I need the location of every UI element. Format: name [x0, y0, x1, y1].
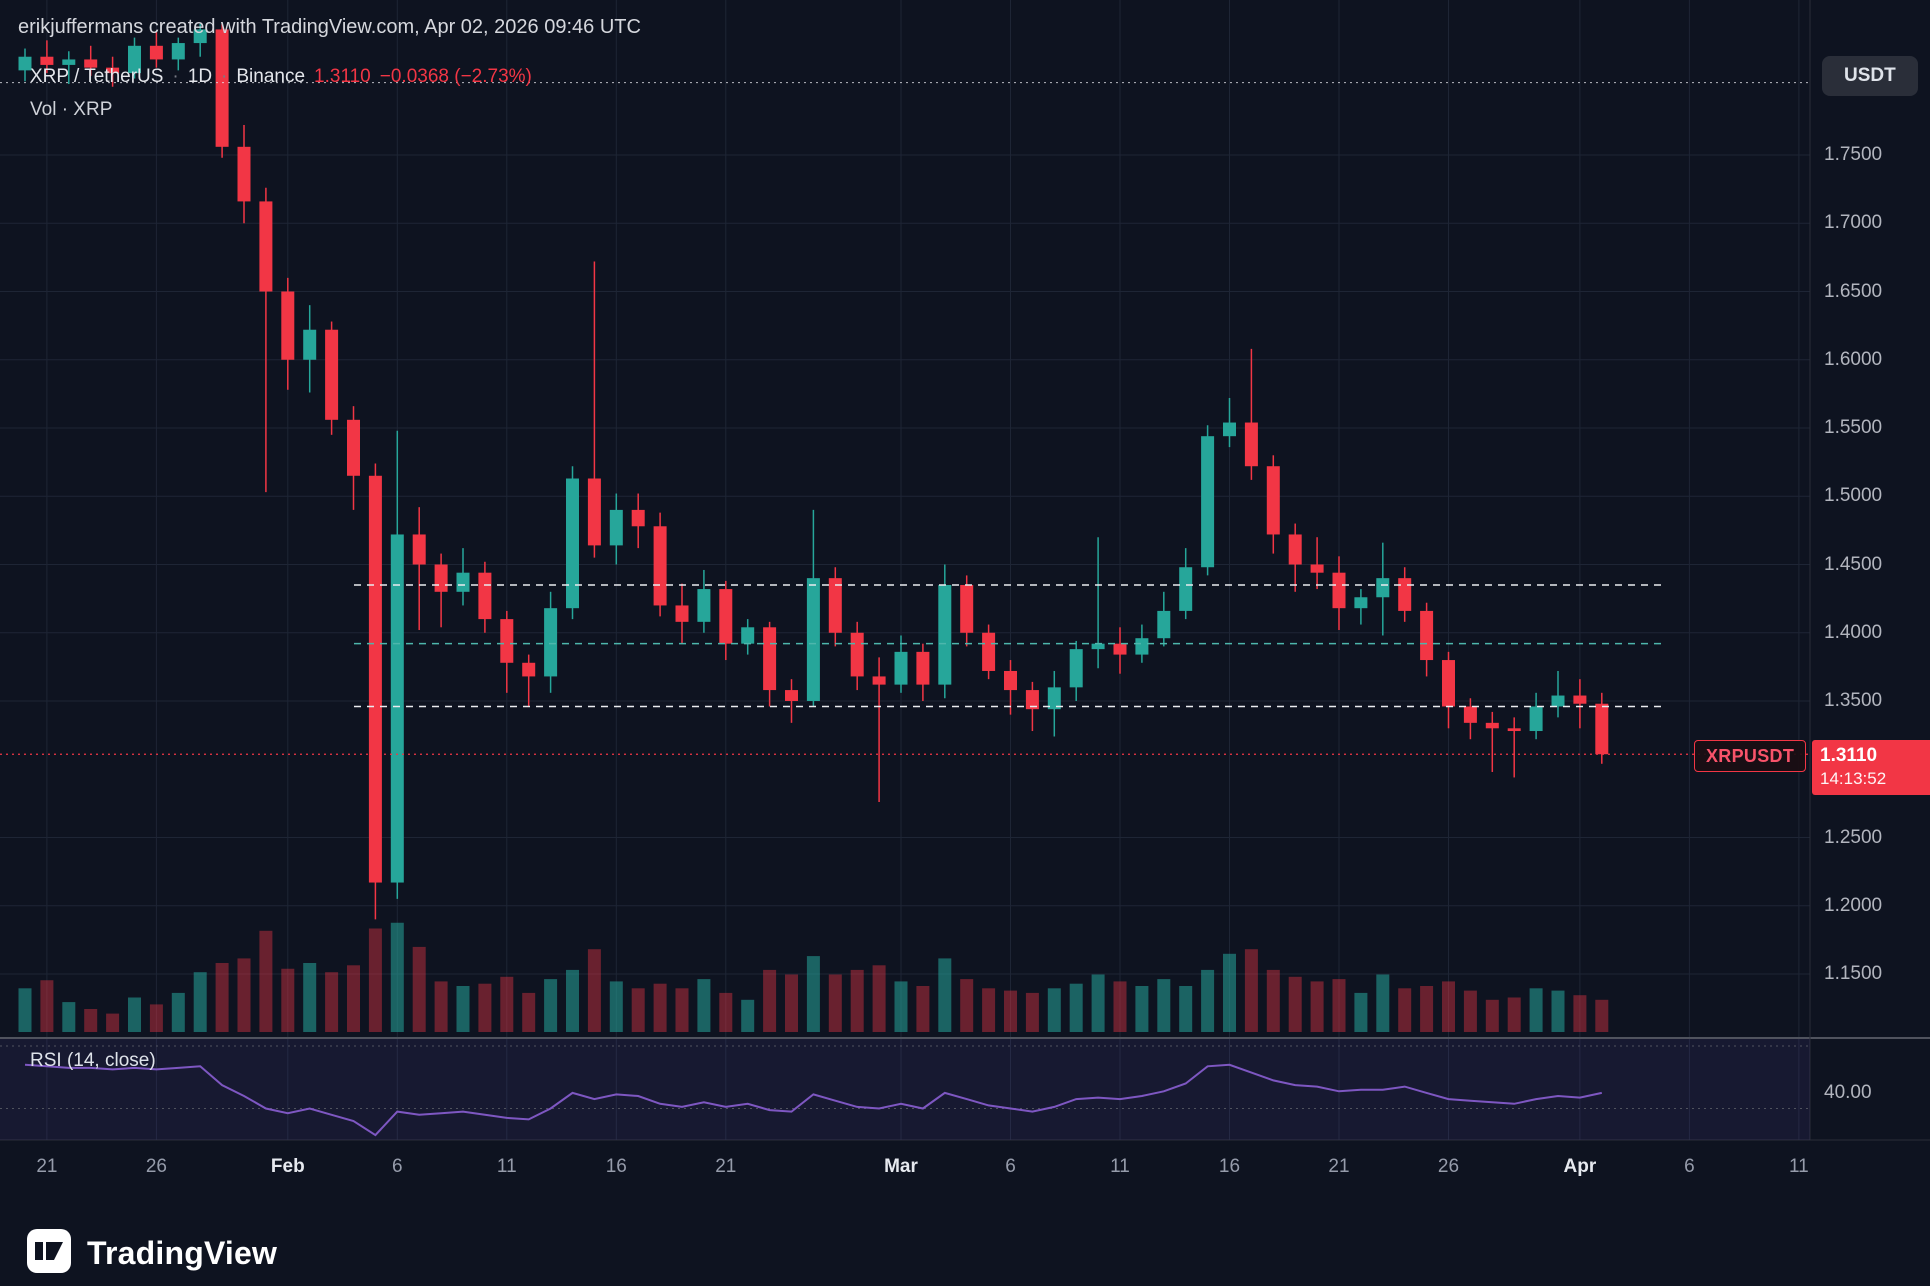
- rsi-line: [24, 1063, 1603, 1137]
- last-price-value: 1.3110: [1820, 745, 1878, 766]
- time-axis-label: 11: [1110, 1156, 1130, 1177]
- time-axis-label: Mar: [884, 1156, 918, 1177]
- price-axis-label: 1.2000: [1824, 894, 1883, 916]
- time-axis-label: 26: [1437, 1156, 1460, 1177]
- creator-watermark: erikjuffermans created with TradingView.…: [18, 16, 641, 38]
- time-axis-label: Apr: [1563, 1156, 1597, 1177]
- price-axis-label: 1.2500: [1824, 826, 1883, 848]
- time-axis-label: 6: [1005, 1156, 1016, 1177]
- legend-interval[interactable]: 1D: [187, 66, 213, 87]
- volume-bars: [18, 922, 1609, 1032]
- legend-symbol[interactable]: XRP / TetherUS: [30, 66, 164, 87]
- legend-change: −0.0368 (−2.73%): [379, 66, 532, 87]
- candles: [18, 23, 1609, 920]
- price-axis-label: 1.1500: [1824, 963, 1883, 984]
- legend-separator: ·: [221, 66, 228, 87]
- price-axis-label: 1.4000: [1824, 621, 1883, 643]
- tradingview-wordmark[interactable]: TradingView: [87, 1235, 278, 1271]
- price-axis-label: 1.5500: [1824, 417, 1883, 438]
- bar-countdown: 14:13:52: [1820, 769, 1887, 788]
- grid-lines: [0, 0, 1810, 1140]
- volume-indicator-legend[interactable]: Vol · XRP: [30, 99, 113, 120]
- price-axis-label: 1.7000: [1824, 212, 1883, 234]
- rsi-pane[interactable]: [0, 1039, 1810, 1140]
- symbol-price-tag: XRPUSDT: [1694, 740, 1807, 772]
- price-axis-label: 1.4500: [1824, 553, 1883, 575]
- time-axis-label: 16: [1218, 1156, 1241, 1177]
- time-axis-label: 6: [1684, 1156, 1695, 1177]
- tradingview-footer-logo[interactable]: TradingView: [26, 1228, 277, 1279]
- legend-last-price: 1.3110: [314, 66, 371, 87]
- last-price-badge: 1.3110 14:13:52: [1812, 740, 1930, 795]
- rsi-value-label: 40.00: [1824, 1082, 1872, 1103]
- price-axis-label: 1.6500: [1824, 280, 1883, 302]
- legend-separator: ·: [172, 66, 179, 87]
- price-axis[interactable]: 1.7500 1.7000 1.6500 1.6000 1.5500 1.5000 1.45…: [1810, 0, 1930, 1140]
- price-axis-label: 1.5000: [1824, 485, 1883, 507]
- time-axis[interactable]: 21 26 Feb 6 11 16 21 Mar 6 11 16 21 26 Apr 6 11: [0, 1156, 1930, 1186]
- time-axis-label: 11: [1789, 1156, 1809, 1177]
- time-axis-label: 16: [605, 1156, 627, 1177]
- time-axis-label: 26: [145, 1156, 167, 1177]
- tradingview-logo-icon: [26, 1228, 72, 1279]
- price-axis-label: 1.3500: [1824, 690, 1883, 711]
- legend-exchange[interactable]: Binance: [236, 66, 306, 87]
- price-axis-label: 1.6000: [1824, 348, 1883, 370]
- time-axis-label: 11: [496, 1156, 517, 1177]
- price-axis-label: 1.7500: [1824, 144, 1883, 165]
- time-axis-label: 6: [392, 1156, 403, 1177]
- rsi-indicator-label[interactable]: RSI (14, close): [30, 1050, 156, 1071]
- symbol-legend: XRP / TetherUS · 1D · Binance 1.3110 −0.…: [30, 66, 532, 88]
- time-axis-label: 21: [36, 1156, 58, 1177]
- level-lines[interactable]: [0, 82, 1810, 755]
- time-axis-label: 21: [715, 1156, 737, 1177]
- time-axis-label: 21: [1328, 1156, 1350, 1177]
- currency-toggle-button[interactable]: USDT: [1822, 56, 1918, 96]
- time-axis-label: Feb: [270, 1156, 305, 1177]
